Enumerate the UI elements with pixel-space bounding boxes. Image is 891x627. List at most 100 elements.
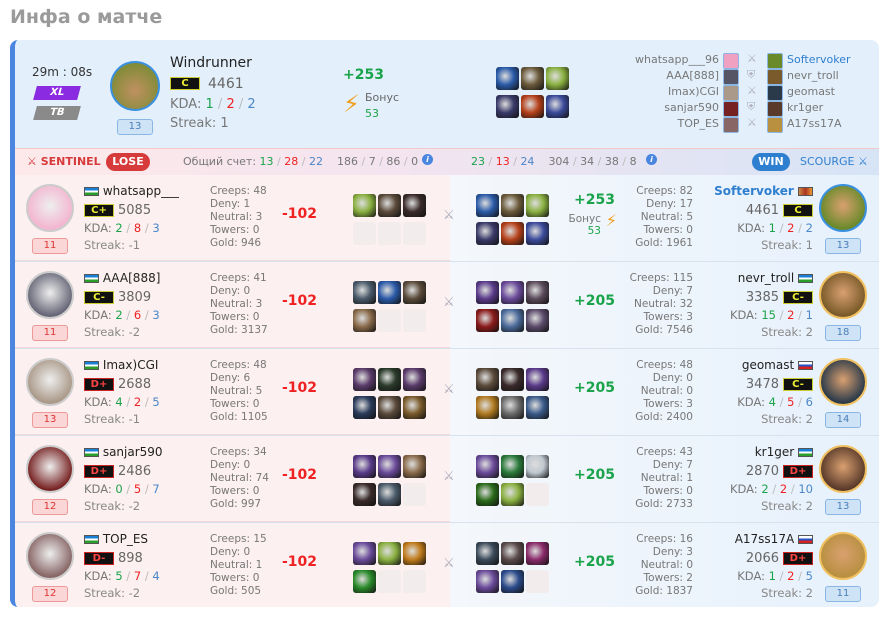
mvp-hero-avatar[interactable] — [110, 61, 160, 111]
player-avatar[interactable] — [819, 358, 867, 406]
item-slot[interactable] — [526, 396, 549, 419]
item-slot[interactable] — [403, 455, 426, 478]
roster-scourge-name[interactable]: A17ss17A — [787, 117, 842, 130]
player-name[interactable]: nevr_troll — [738, 271, 813, 285]
item-slot[interactable] — [378, 281, 401, 304]
roster-sentinel-name[interactable]: Imax)CGI — [668, 85, 719, 98]
player-name[interactable]: A17ss17A — [735, 532, 813, 546]
item-slot[interactable] — [403, 542, 426, 565]
item-slot[interactable] — [476, 194, 499, 217]
item-slot[interactable] — [501, 281, 524, 304]
item-slot[interactable] — [403, 194, 426, 217]
roster-scourge-name[interactable]: Softervoker — [787, 53, 851, 66]
item-slot[interactable] — [521, 67, 544, 90]
player-avatar[interactable] — [819, 532, 867, 580]
item-slot[interactable] — [476, 222, 499, 245]
item-slot[interactable] — [526, 222, 549, 245]
roster-sentinel-avatar[interactable] — [723, 117, 739, 133]
roster-scourge-avatar[interactable] — [767, 53, 783, 69]
level-badge: 13 — [32, 412, 68, 428]
item-slot[interactable] — [476, 368, 499, 391]
roster-sentinel-name[interactable]: whatsapp___96 — [635, 53, 719, 66]
info-icon[interactable]: i — [646, 154, 657, 165]
item-slot[interactable] — [353, 542, 376, 565]
item-slot[interactable] — [403, 368, 426, 391]
item-slot[interactable] — [501, 194, 524, 217]
roster-scourge-name[interactable]: kr1ger — [787, 101, 824, 114]
item-slot[interactable] — [476, 309, 499, 332]
player-name[interactable]: AAA[888] — [84, 271, 179, 285]
item-slot[interactable] — [476, 542, 499, 565]
item-slot[interactable] — [353, 281, 376, 304]
item-slot[interactable] — [501, 570, 524, 593]
item-slot[interactable] — [526, 194, 549, 217]
player-name[interactable]: kr1ger — [755, 445, 813, 459]
roster-scourge-avatar[interactable] — [767, 85, 783, 101]
player-name[interactable]: Softervoker — [714, 184, 813, 198]
item-slot[interactable] — [378, 396, 401, 419]
roster-scourge-avatar[interactable] — [767, 101, 783, 117]
player-avatar[interactable] — [819, 184, 867, 232]
item-slot[interactable] — [521, 95, 544, 118]
item-slot[interactable] — [378, 368, 401, 391]
roster-scourge-name[interactable]: nevr_troll — [787, 69, 839, 82]
roster-scourge-avatar[interactable] — [767, 69, 783, 85]
item-slot[interactable] — [403, 396, 426, 419]
item-slot[interactable] — [378, 483, 401, 506]
item-slot[interactable] — [476, 570, 499, 593]
item-slot[interactable] — [501, 483, 524, 506]
roster-sentinel-name[interactable]: AAA[888] — [666, 69, 719, 82]
item-slot[interactable] — [501, 309, 524, 332]
item-slot[interactable] — [526, 455, 549, 478]
item-slot[interactable] — [476, 281, 499, 304]
roster-sentinel-avatar[interactable] — [723, 69, 739, 85]
roster-scourge-avatar[interactable] — [767, 117, 783, 133]
player-avatar[interactable] — [819, 271, 867, 319]
item-slot[interactable] — [353, 455, 376, 478]
player-name[interactable]: sanjar590 — [84, 445, 179, 459]
item-slot[interactable] — [353, 570, 376, 593]
roster-sentinel-name[interactable]: sanjar590 — [664, 101, 719, 114]
item-slot[interactable] — [526, 542, 549, 565]
player-avatar[interactable] — [26, 271, 74, 319]
item-slot[interactable] — [526, 309, 549, 332]
item-slot[interactable] — [353, 368, 376, 391]
item-slot[interactable] — [546, 67, 569, 90]
item-slot[interactable] — [378, 542, 401, 565]
player-avatar[interactable] — [819, 445, 867, 493]
player-avatar[interactable] — [26, 532, 74, 580]
item-slot[interactable] — [526, 281, 549, 304]
roster-sentinel-avatar[interactable] — [723, 53, 739, 69]
player-name[interactable]: whatsapp___9 — [84, 184, 179, 198]
item-slot[interactable] — [546, 95, 569, 118]
item-slot[interactable] — [353, 194, 376, 217]
item-slot[interactable] — [501, 396, 524, 419]
item-slot[interactable] — [501, 542, 524, 565]
item-slot[interactable] — [476, 455, 499, 478]
item-slot[interactable] — [526, 368, 549, 391]
item-slot[interactable] — [378, 455, 401, 478]
roster-sentinel-avatar[interactable] — [723, 85, 739, 101]
item-slot[interactable] — [501, 455, 524, 478]
item-slot[interactable] — [353, 483, 376, 506]
item-slot[interactable] — [501, 222, 524, 245]
item-slot[interactable] — [476, 483, 499, 506]
item-slot[interactable] — [378, 194, 401, 217]
player-name[interactable]: TOP_ES — [84, 532, 179, 546]
info-icon[interactable]: i — [422, 154, 433, 165]
item-slot[interactable] — [476, 396, 499, 419]
player-name[interactable]: geomast — [742, 358, 813, 372]
roster-scourge-name[interactable]: geomast — [787, 85, 835, 98]
roster-sentinel-name[interactable]: TOP_ES — [677, 117, 719, 130]
player-avatar[interactable] — [26, 184, 74, 232]
item-slot[interactable] — [496, 95, 519, 118]
player-avatar[interactable] — [26, 445, 74, 493]
item-slot[interactable] — [353, 396, 376, 419]
item-slot[interactable] — [353, 309, 376, 332]
roster-sentinel-avatar[interactable] — [723, 101, 739, 117]
player-avatar[interactable] — [26, 358, 74, 406]
item-slot[interactable] — [403, 281, 426, 304]
player-name[interactable]: Imax)CGI — [84, 358, 179, 372]
item-slot[interactable] — [501, 368, 524, 391]
item-slot[interactable] — [496, 67, 519, 90]
